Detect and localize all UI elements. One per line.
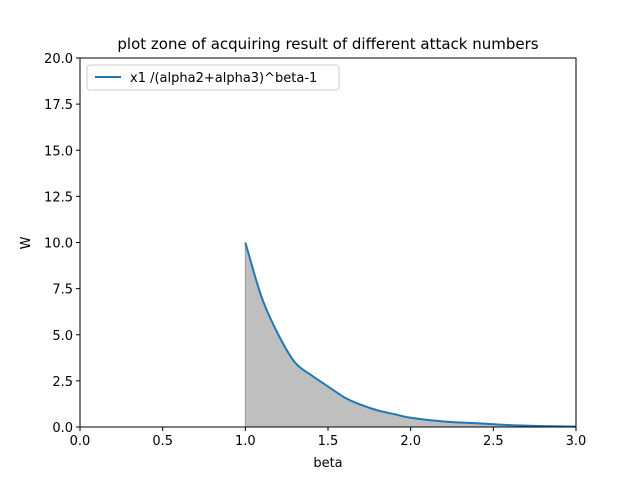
x-tick-label: 1.0 bbox=[235, 434, 256, 449]
x-tick-label: 2.0 bbox=[400, 434, 421, 449]
series-line bbox=[244, 242, 577, 428]
y-tick-label: 0.0 bbox=[52, 421, 73, 436]
x-axis: 0.0 0.5 1.0 1.5 2.0 2.5 3.0 bbox=[70, 427, 587, 449]
x-tick-label: 1.5 bbox=[318, 434, 339, 449]
y-tick-label: 20.0 bbox=[44, 52, 73, 67]
y-axis: 0.0 2.5 5.0 7.5 10.0 12.5 15.0 17.5 20.0 bbox=[44, 52, 80, 436]
y-tick-label: 10.0 bbox=[44, 237, 73, 252]
x-tick-label: 3.0 bbox=[566, 434, 587, 449]
y-axis-label: W bbox=[19, 236, 34, 249]
y-tick-label: 17.5 bbox=[44, 98, 73, 113]
plot-area bbox=[244, 242, 577, 428]
chart-title: plot zone of acquiring result of differe… bbox=[117, 35, 538, 53]
y-tick-label: 12.5 bbox=[44, 190, 73, 205]
legend-label: x1 /(alpha2+alpha3)^beta-1 bbox=[130, 71, 317, 86]
legend-box bbox=[86, 64, 340, 91]
y-tick-label: 2.5 bbox=[52, 375, 73, 390]
x-tick-label: 0.0 bbox=[70, 434, 91, 449]
y-tick-label: 15.0 bbox=[44, 144, 73, 159]
y-tick-label: 7.5 bbox=[52, 283, 73, 298]
x-axis-label: beta bbox=[313, 456, 342, 471]
x-tick-label: 0.5 bbox=[152, 434, 173, 449]
x-tick-label: 2.5 bbox=[483, 434, 504, 449]
legend: x1 /(alpha2+alpha3)^beta-1 bbox=[86, 64, 340, 91]
y-tick-label: 5.0 bbox=[52, 329, 73, 344]
